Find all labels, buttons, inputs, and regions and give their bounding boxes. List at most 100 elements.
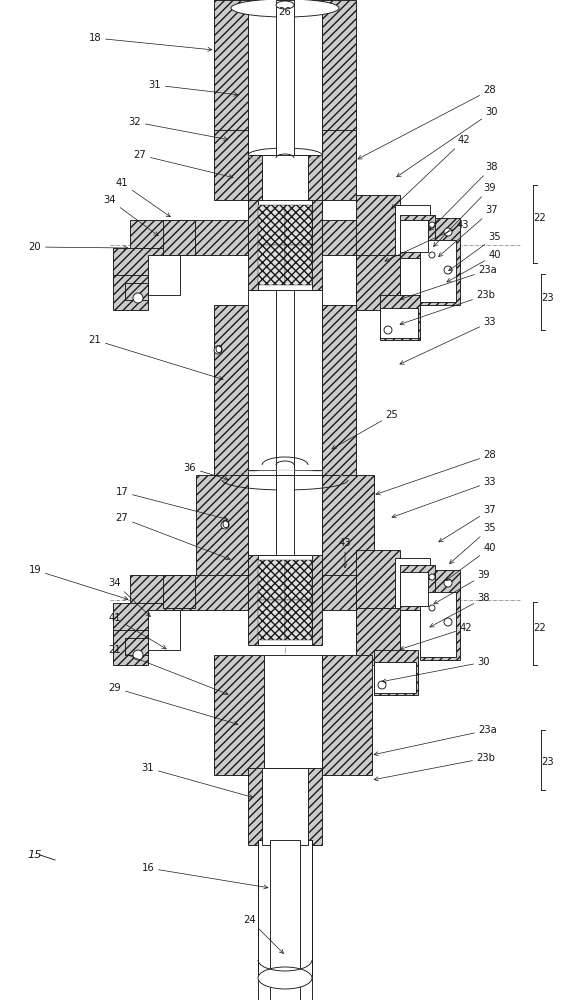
Bar bbox=[322, 475, 374, 590]
Bar bbox=[322, 0, 356, 165]
Bar bbox=[148, 255, 180, 295]
Text: 40: 40 bbox=[447, 250, 501, 282]
Text: O: O bbox=[214, 345, 222, 355]
Text: 43: 43 bbox=[339, 538, 351, 568]
Text: 31: 31 bbox=[149, 80, 238, 96]
Ellipse shape bbox=[258, 967, 312, 989]
Text: 39: 39 bbox=[434, 570, 490, 604]
Bar bbox=[248, 155, 322, 215]
Bar bbox=[400, 565, 435, 610]
Text: 34: 34 bbox=[104, 195, 158, 236]
Circle shape bbox=[444, 579, 452, 587]
Bar bbox=[322, 575, 430, 610]
Circle shape bbox=[221, 521, 229, 529]
Text: 19: 19 bbox=[28, 565, 128, 600]
Bar bbox=[214, 655, 264, 775]
Text: 30: 30 bbox=[382, 657, 490, 683]
Bar bbox=[125, 638, 148, 655]
Bar bbox=[258, 555, 312, 645]
Text: 16: 16 bbox=[141, 863, 268, 889]
Circle shape bbox=[444, 618, 452, 626]
Text: 29: 29 bbox=[109, 683, 238, 725]
Text: 31: 31 bbox=[142, 763, 253, 798]
Circle shape bbox=[429, 574, 435, 580]
Circle shape bbox=[429, 222, 435, 228]
Bar bbox=[163, 220, 195, 255]
Text: 17: 17 bbox=[116, 487, 228, 520]
Text: 18: 18 bbox=[89, 33, 212, 51]
Text: 43: 43 bbox=[385, 220, 469, 261]
Bar bbox=[248, 475, 322, 585]
Bar bbox=[276, 0, 294, 160]
Text: 23: 23 bbox=[542, 757, 554, 767]
Circle shape bbox=[378, 681, 386, 689]
Text: 33: 33 bbox=[400, 317, 496, 364]
Bar bbox=[214, 0, 248, 165]
Text: 15: 15 bbox=[28, 850, 42, 860]
Bar bbox=[420, 240, 456, 302]
Bar bbox=[400, 220, 428, 252]
Text: 38: 38 bbox=[430, 162, 498, 230]
Bar bbox=[395, 558, 430, 608]
Text: 21: 21 bbox=[88, 335, 223, 380]
Text: 27: 27 bbox=[133, 150, 233, 178]
Text: 26: 26 bbox=[279, 7, 291, 17]
Bar bbox=[356, 195, 400, 305]
Bar bbox=[214, 305, 248, 475]
Bar bbox=[258, 840, 312, 1000]
Bar bbox=[374, 662, 416, 693]
Bar bbox=[356, 550, 400, 660]
Text: 20: 20 bbox=[28, 242, 128, 252]
Bar bbox=[285, 600, 312, 640]
Bar bbox=[322, 130, 356, 200]
Bar bbox=[258, 245, 285, 285]
Circle shape bbox=[444, 228, 452, 236]
Bar bbox=[285, 560, 312, 600]
Text: 25: 25 bbox=[332, 410, 398, 449]
Circle shape bbox=[133, 650, 143, 660]
Text: 23a: 23a bbox=[400, 265, 498, 300]
Bar bbox=[270, 840, 300, 1000]
Bar bbox=[374, 650, 418, 695]
Text: 24: 24 bbox=[244, 915, 283, 953]
Text: 22: 22 bbox=[534, 213, 547, 223]
Text: 42: 42 bbox=[400, 623, 473, 650]
Bar bbox=[130, 220, 248, 255]
Text: 34: 34 bbox=[109, 578, 150, 617]
Circle shape bbox=[384, 326, 392, 334]
Text: O: O bbox=[221, 520, 229, 530]
Bar bbox=[400, 215, 435, 258]
Text: 27: 27 bbox=[116, 513, 230, 560]
Text: 41: 41 bbox=[109, 613, 166, 649]
Circle shape bbox=[429, 605, 435, 611]
Bar bbox=[248, 768, 322, 845]
Bar bbox=[125, 283, 148, 300]
Bar bbox=[248, 555, 322, 645]
Bar bbox=[356, 255, 400, 310]
Bar bbox=[262, 768, 308, 845]
Text: 35: 35 bbox=[450, 523, 496, 564]
Text: 23b: 23b bbox=[374, 753, 495, 781]
Text: 42: 42 bbox=[392, 135, 470, 209]
Ellipse shape bbox=[276, 1, 294, 9]
Bar bbox=[380, 308, 418, 338]
Bar bbox=[130, 575, 248, 610]
Bar bbox=[214, 130, 248, 200]
Bar bbox=[395, 205, 430, 255]
Bar bbox=[113, 603, 165, 640]
Ellipse shape bbox=[231, 0, 339, 17]
Text: 28: 28 bbox=[358, 85, 496, 159]
Bar bbox=[264, 655, 322, 775]
Text: 23b: 23b bbox=[400, 290, 495, 325]
Bar bbox=[356, 608, 400, 665]
Bar bbox=[380, 295, 420, 340]
Bar bbox=[258, 600, 285, 640]
Bar bbox=[258, 560, 285, 600]
Text: 38: 38 bbox=[430, 593, 490, 627]
Bar bbox=[248, 290, 322, 470]
Bar bbox=[196, 475, 248, 590]
Bar bbox=[258, 205, 285, 245]
Bar bbox=[285, 205, 312, 245]
Bar bbox=[322, 305, 356, 475]
Text: 33: 33 bbox=[392, 477, 496, 518]
